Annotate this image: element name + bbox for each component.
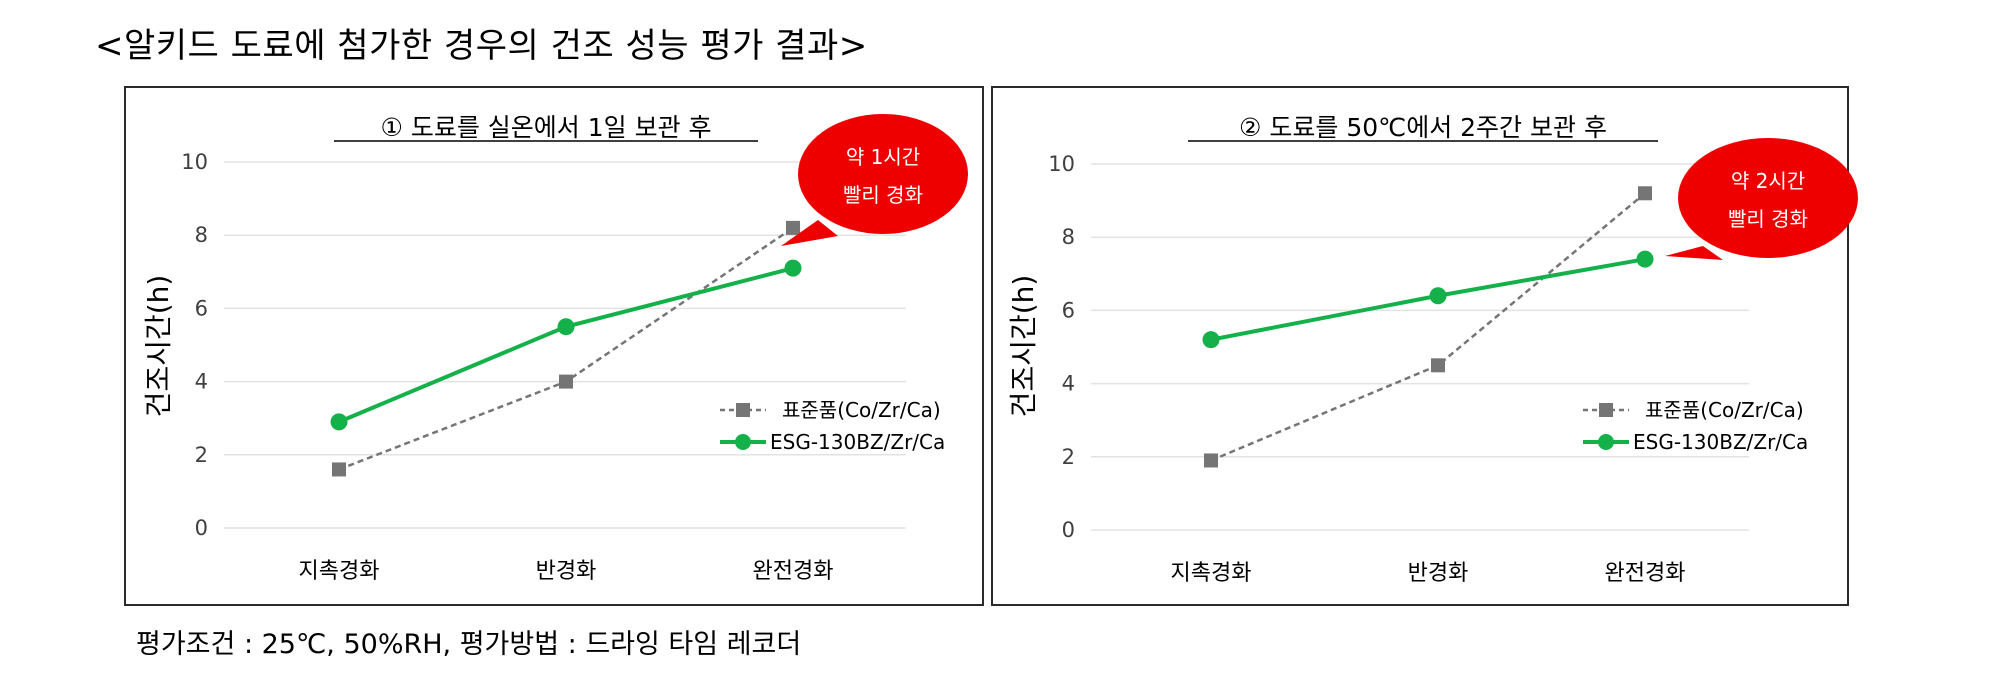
chart-1-svg: ① 도료를 실온에서 1일 보관 후 0 2 4 6 8 10 건조시간(h) 지촉경화 반경화 완… [142,113,968,584]
y-axis-label: 건조시간(h) [142,275,175,418]
series-line-standard [338,226,794,471]
data-point-standard [1431,358,1445,373]
legend-marker-standard [736,403,750,417]
data-point-esg [330,413,348,431]
x-category-label: 반경화 [1408,561,1469,586]
y-tick-label: 4 [195,370,208,394]
callout-text-line2: 빨리 경화 [1728,207,1808,231]
series-line-esg [1210,257,1646,342]
data-point-standard [786,220,800,235]
chart-title: ① 도료를 실온에서 1일 보관 후 [380,113,711,142]
y-tick-label: 8 [195,223,208,247]
x-category-label: 완전경화 [753,559,834,584]
footnote: 평가조건 : 25℃, 50%RH, 평가방법 : 드라잉 타임 레코더 [136,629,802,660]
y-tick-label: 0 [195,516,208,540]
y-tick-label: 6 [1062,298,1075,322]
x-category-label: 지촉경화 [299,559,380,584]
y-tick-label: 2 [195,443,208,467]
legend-marker-esg [735,434,751,450]
legend-label: ESG-130BZ/Zr/Ca [770,430,945,454]
callout-text-line1: 약 1시간 [846,145,920,169]
legend-label: ESG-130BZ/Zr/Ca [1633,430,1808,454]
data-point-esg [1202,331,1220,349]
y-tick-label: 8 [1062,225,1075,249]
y-tick-label: 10 [181,150,208,174]
chart-panel-2: ② 도료를 50℃에서 2주간 보관 후 0 2 4 6 8 10 건조시간(h) 지촉경화 반경… [991,86,1858,606]
legend-marker-standard [1599,403,1613,417]
chart-2-svg: ② 도료를 50℃에서 2주간 보관 후 0 2 4 6 8 10 건조시간(h) 지촉경화 반경… [1007,113,1858,586]
series-line-standard [1210,192,1646,462]
callout-text-line1: 약 2시간 [1731,169,1805,193]
y-tick-label: 4 [1062,372,1075,396]
x-category-label: 반경화 [536,559,597,584]
chart-panel-1: ① 도료를 실온에서 1일 보관 후 0 2 4 6 8 10 건조시간(h) 지촉경화 반경화 완… [124,86,984,606]
callout-text-line2: 빨리 경화 [843,183,923,207]
data-point-esg [784,259,802,277]
x-category-label: 지촉경화 [1171,561,1252,586]
legend-marker-esg [1598,434,1614,450]
callout-bubble [798,114,968,234]
y-tick-label: 0 [1062,518,1075,542]
chart-title: ② 도료를 50℃에서 2주간 보관 후 [1239,113,1607,142]
data-point-esg [1429,287,1447,305]
y-tick-label: 10 [1048,152,1075,176]
series-line-esg [338,266,794,424]
data-point-standard [1204,453,1218,468]
y-tick-label: 6 [195,296,208,320]
data-point-standard [559,374,573,389]
callout-tail [781,220,838,246]
x-category-label: 완전경화 [1605,561,1686,586]
data-point-standard [332,462,346,477]
legend-label: 표준품(Co/Zr/Ca) [1645,398,1804,422]
page-title: <알키드 도료에 첨가한 경우의 건조 성능 평가 결과> [95,26,868,66]
legend-label: 표준품(Co/Zr/Ca) [782,398,941,422]
data-point-standard [1638,186,1652,201]
y-axis-label: 건조시간(h) [1007,275,1040,418]
data-point-esg [557,318,575,336]
y-tick-label: 2 [1062,445,1075,469]
callout-tail [1665,246,1723,260]
callout-bubble [1678,138,1858,258]
data-point-esg [1636,250,1654,268]
